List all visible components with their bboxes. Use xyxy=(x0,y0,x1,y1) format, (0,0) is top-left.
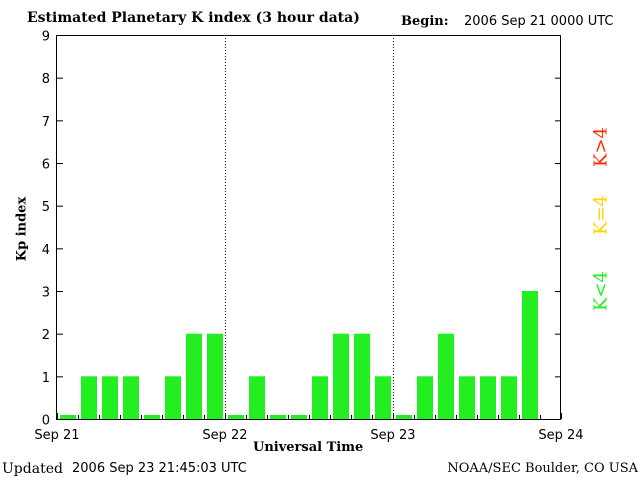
plot-frame xyxy=(56,35,561,420)
begin-value: 2006 Sep 21 0000 UTC xyxy=(464,14,614,29)
kp-bar xyxy=(249,376,265,419)
x-tick-label: Sep 21 xyxy=(34,428,79,443)
y-tick-label: 6 xyxy=(42,158,50,173)
kp-bar xyxy=(522,291,538,419)
kp-bar xyxy=(123,376,139,419)
y-tick-label: 2 xyxy=(42,328,50,343)
y-tick-label: 4 xyxy=(42,243,50,258)
kp-bar xyxy=(354,333,370,419)
kp-bar xyxy=(270,415,286,419)
y-tick-label: 7 xyxy=(42,115,50,130)
y-tick-label: 1 xyxy=(42,371,50,386)
kp-bar xyxy=(207,333,223,419)
kp-bar xyxy=(333,333,349,419)
y-tick-label: 0 xyxy=(42,414,50,429)
kp-bar xyxy=(60,415,76,419)
kp-bar xyxy=(459,376,475,419)
x-tick-label: Sep 22 xyxy=(202,428,247,443)
kp-bar xyxy=(291,415,307,419)
kp-bar xyxy=(396,415,412,419)
updated-label: Updated xyxy=(2,461,63,477)
x-axis-label: Universal Time xyxy=(253,440,364,455)
legend-k-less-4: K<4 xyxy=(590,271,612,311)
kp-bar xyxy=(312,376,328,419)
kp-bar xyxy=(186,333,202,419)
kp-bar xyxy=(102,376,118,419)
legend-k-equal-4: K=4 xyxy=(590,195,612,235)
x-tick-label: Sep 24 xyxy=(538,428,583,443)
x-tick-label: Sep 23 xyxy=(370,428,415,443)
begin-label: Begin: xyxy=(401,14,449,29)
kp-bar xyxy=(438,333,454,419)
y-tick-label: 5 xyxy=(42,200,50,215)
kp-bar xyxy=(375,376,391,419)
y-tick-label: 3 xyxy=(42,286,50,301)
legend-k-greater-4: K>4 xyxy=(590,127,612,167)
kp-bar xyxy=(417,376,433,419)
chart-title: Estimated Planetary K index (3 hour data… xyxy=(27,10,360,26)
credit-text: NOAA/SEC Boulder, CO USA xyxy=(447,461,638,476)
y-tick-label: 8 xyxy=(42,72,50,87)
kp-bar xyxy=(165,376,181,419)
kp-bar xyxy=(144,415,160,419)
kp-bar xyxy=(81,376,97,419)
kp-bar xyxy=(480,376,496,419)
y-tick-label: 9 xyxy=(42,30,50,45)
kp-bar xyxy=(228,415,244,419)
kp-bar xyxy=(501,376,517,419)
updated-value: 2006 Sep 23 21:45:03 UTC xyxy=(72,461,247,476)
